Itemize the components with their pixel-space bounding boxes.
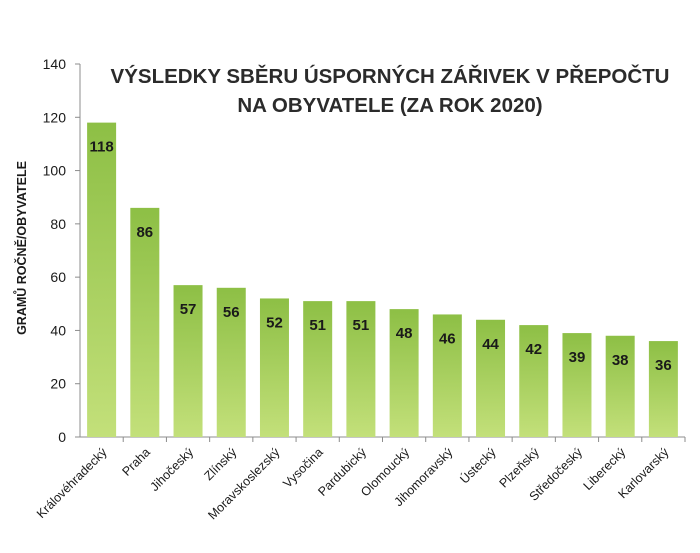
- bar: [87, 122, 117, 437]
- chart-title: VÝSLEDKY SBĚRU ÚSPORNÝCH ZÁŘIVEK V PŘEPO…: [110, 65, 670, 117]
- bar: [389, 309, 419, 437]
- data-label: 36: [655, 357, 672, 374]
- data-label: 51: [309, 317, 326, 334]
- y-tick-label: 100: [43, 163, 67, 179]
- bar: [648, 341, 678, 437]
- y-tick-label: 20: [50, 376, 66, 392]
- data-label: 46: [439, 330, 456, 347]
- data-label: 42: [525, 341, 542, 358]
- y-tick-label: 120: [43, 109, 67, 125]
- bar: [216, 287, 246, 437]
- bar: [303, 301, 333, 437]
- x-tick-label: Zlínský: [201, 445, 239, 483]
- data-label: 44: [482, 336, 499, 353]
- data-label: 48: [396, 325, 413, 342]
- x-tick-label: Praha: [119, 445, 153, 479]
- x-tick-label: Vysočina: [280, 445, 325, 490]
- axes: [79, 64, 685, 438]
- data-label: 57: [180, 301, 197, 318]
- bar: [346, 301, 376, 437]
- data-label: 52: [266, 314, 283, 331]
- bar: [173, 285, 203, 437]
- y-tick-label: 60: [50, 269, 66, 285]
- data-label: 39: [569, 349, 586, 366]
- bar: [476, 319, 506, 437]
- y-ticks: 0 20 40 60 80 100 120 140: [43, 56, 80, 445]
- bar: [432, 314, 462, 437]
- x-tick-label: Jihočeský: [147, 445, 196, 494]
- y-tick-label: 140: [43, 56, 67, 72]
- data-label: 118: [90, 139, 114, 156]
- y-tick-label: 80: [50, 216, 66, 232]
- bar: [130, 207, 160, 437]
- y-tick-label: 0: [58, 429, 66, 445]
- bar: [605, 335, 635, 437]
- data-label: 38: [612, 352, 629, 369]
- bar: [519, 325, 549, 437]
- data-label: 56: [223, 304, 240, 321]
- bar: [259, 298, 289, 437]
- y-tick-label: 40: [50, 322, 66, 338]
- data-label: 86: [136, 224, 153, 241]
- x-tick-label: Ústecký: [457, 444, 500, 487]
- x-tick-label: Královéhradecký: [34, 445, 110, 521]
- bar: [562, 333, 592, 437]
- bars: 118 86 57 56 52 51 51 48 46 44 42 39 38 36: [87, 122, 686, 442]
- data-label: 51: [353, 317, 370, 334]
